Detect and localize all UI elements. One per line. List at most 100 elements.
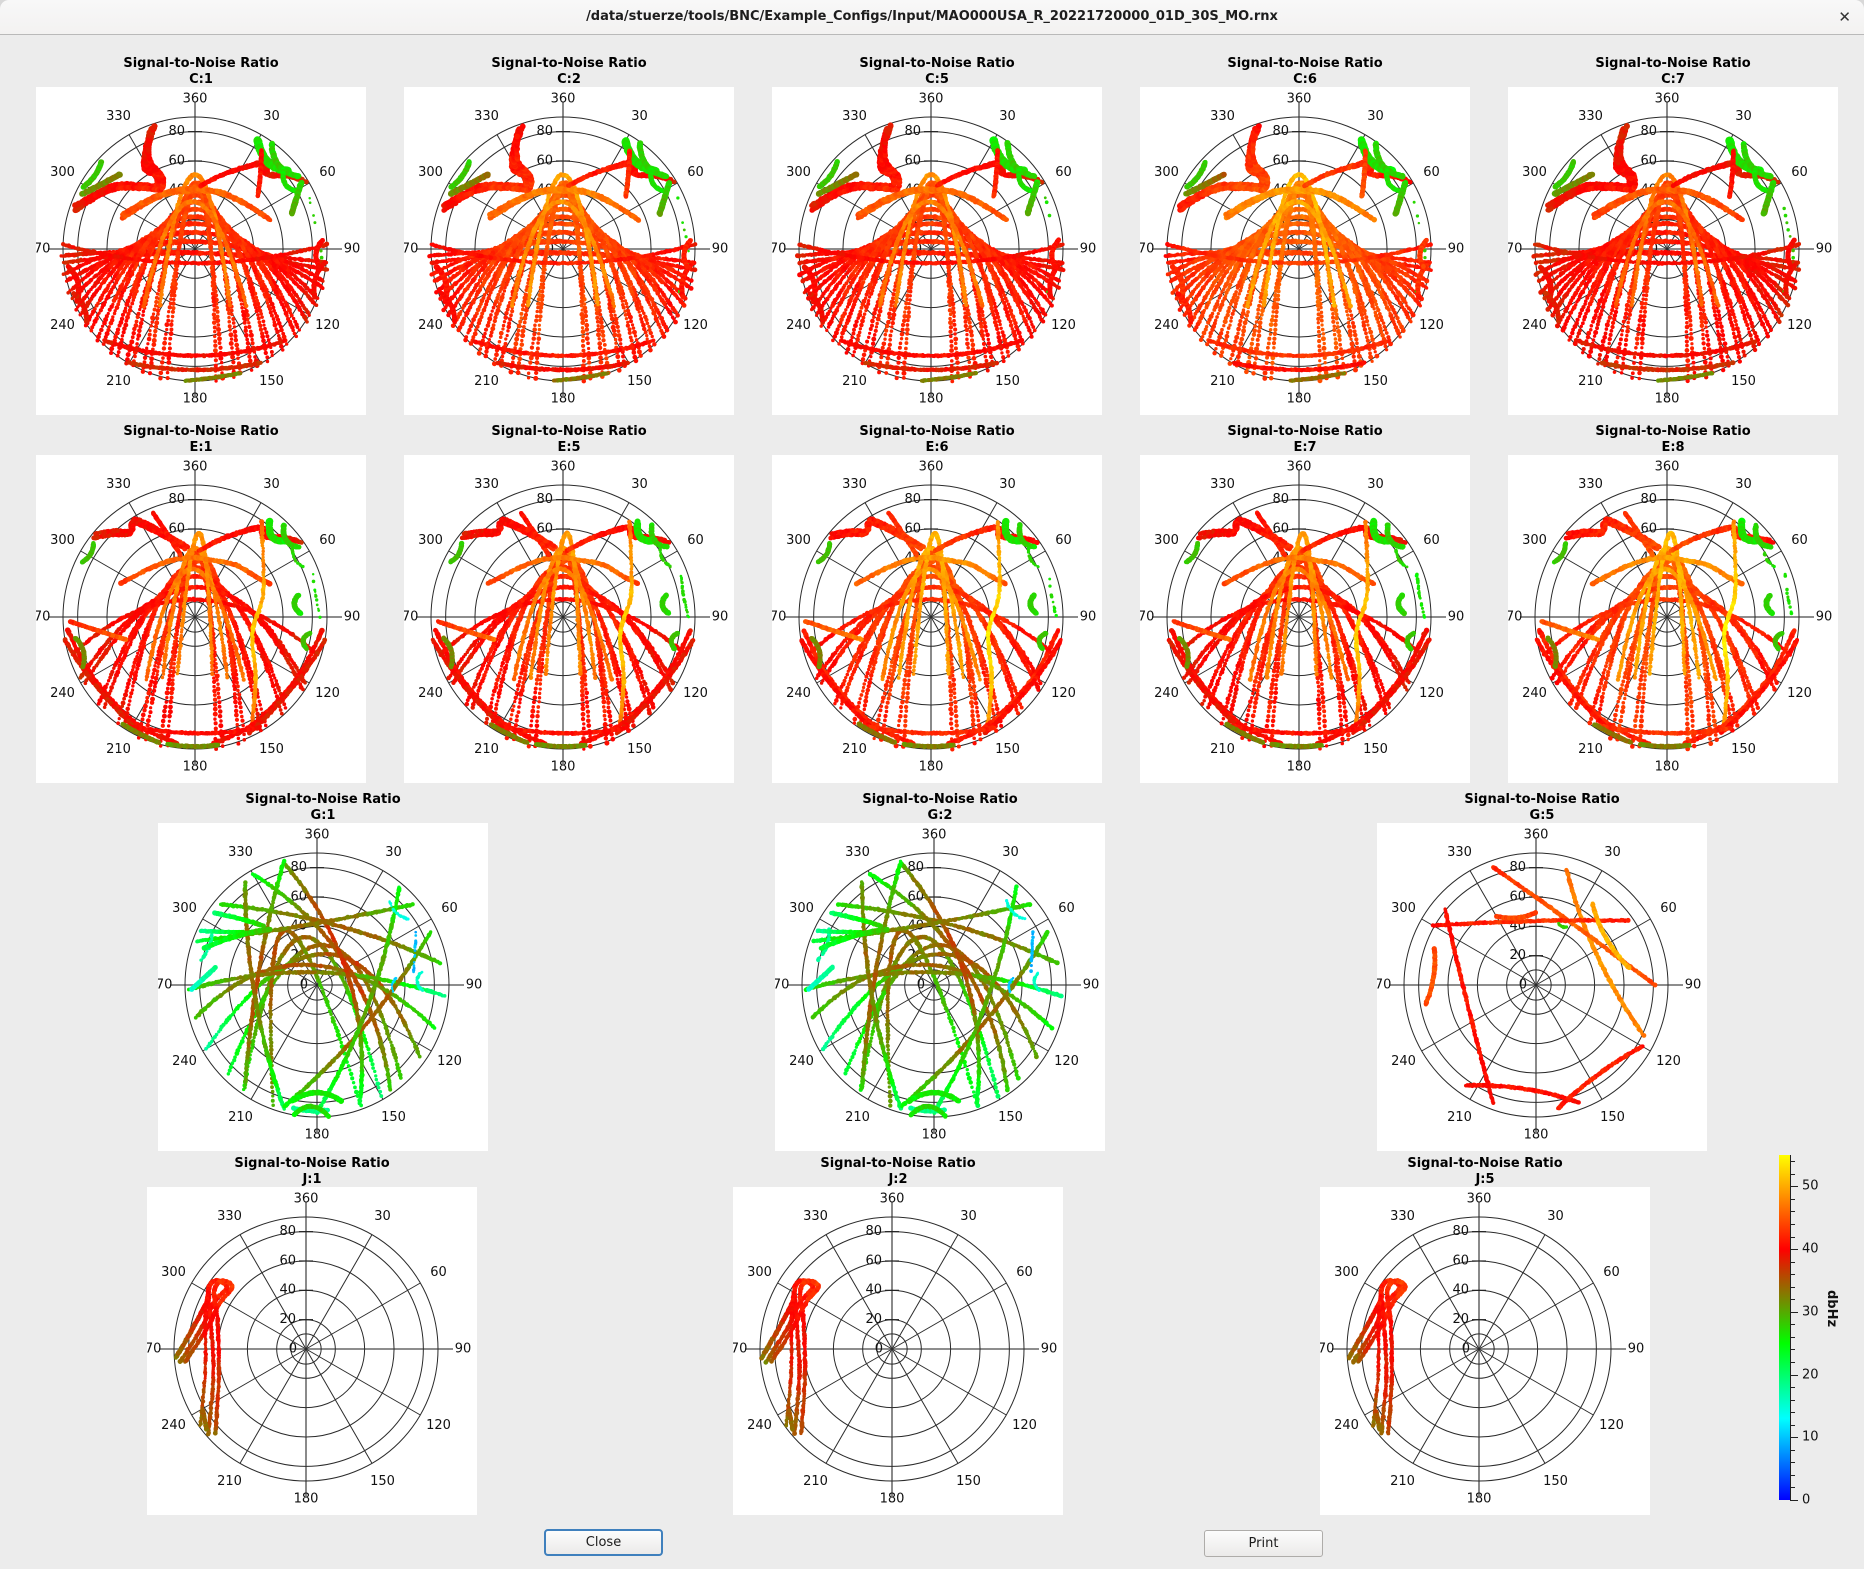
colorbar-tick-54 [1790,1161,1795,1163]
skyplot-title-G:2: Signal-to-Noise Ratio G:2 [775,792,1105,824]
colorbar-tick-32 [1790,1299,1795,1301]
skyplot-canvas-J:1 [147,1187,477,1515]
colorbar-tick-36 [1790,1274,1795,1276]
skyplot-title-C:1: Signal-to-Noise Ratio C:1 [36,56,366,88]
skyplot-title-line2: C:1 [189,72,213,87]
skyplot-canvas-J:2 [733,1187,1063,1515]
colorbar-tick-0 [1790,1500,1798,1501]
colorbar-tick-52 [1790,1173,1795,1175]
skyplot-G:1 [158,823,488,1151]
skyplot-title-line1: Signal-to-Noise Ratio [491,424,647,439]
skyplot-title-line1: Signal-to-Noise Ratio [820,1156,976,1171]
skyplot-title-J:5: Signal-to-Noise Ratio J:5 [1320,1156,1650,1188]
colorbar-tick-26 [1790,1336,1795,1338]
skyplot-title-line1: Signal-to-Noise Ratio [123,56,279,71]
skyplot-E:1 [36,455,366,783]
skyplot-E:6 [772,455,1102,783]
skyplot-title-C:2: Signal-to-Noise Ratio C:2 [404,56,734,88]
colorbar-tick-10 [1790,1437,1798,1439]
skyplot-title-line2: E:8 [1661,440,1685,455]
skyplot-G:2 [775,823,1105,1151]
colorbar-tick-38 [1790,1261,1795,1263]
skyplot-title-line1: Signal-to-Noise Ratio [1227,56,1383,71]
skyplot-C:1 [36,87,366,415]
colorbar-axis [1790,1155,1791,1500]
skyplot-title-E:8: Signal-to-Noise Ratio E:8 [1508,424,1838,456]
skyplot-canvas-C:5 [772,87,1102,415]
skyplot-canvas-E:8 [1508,455,1838,783]
colorbar-tick-20 [1790,1374,1798,1376]
skyplot-title-line1: Signal-to-Noise Ratio [1595,424,1751,439]
colorbar-gradient [1779,1155,1790,1500]
skyplot-title-line2: C:2 [557,72,581,87]
skyplot-canvas-E:6 [772,455,1102,783]
colorbar-tick-42 [1790,1236,1795,1238]
skyplot-C:5 [772,87,1102,415]
colorbar-tick-24 [1790,1349,1795,1351]
colorbar-tick-6 [1790,1462,1795,1464]
skyplot-title-line1: Signal-to-Noise Ratio [123,424,279,439]
skyplot-title-J:1: Signal-to-Noise Ratio J:1 [147,1156,477,1188]
skyplot-title-line2: C:7 [1661,72,1685,87]
colorbar-tick-4 [1790,1474,1795,1476]
colorbar-tick-48 [1790,1198,1795,1200]
window-titlebar: /data/stuerze/tools/BNC/Example_Configs/… [0,0,1864,35]
colorbar-tick-22 [1790,1362,1795,1363]
skyplot-canvas-E:7 [1140,455,1470,783]
colorbar-tick-30 [1790,1311,1798,1313]
skyplot-canvas-C:1 [36,87,366,415]
skyplot-canvas-G:1 [158,823,488,1151]
skyplot-canvas-G:2 [775,823,1105,1151]
skyplot-title-G:5: Signal-to-Noise Ratio G:5 [1377,792,1707,824]
close-button[interactable]: Close [544,1529,663,1556]
window-close-icon[interactable]: ✕ [1838,8,1851,26]
skyplot-title-line2: E:5 [557,440,581,455]
colorbar-label-40: 40 [1802,1241,1819,1257]
colorbar-tick-44 [1790,1224,1795,1225]
skyplot-canvas-E:1 [36,455,366,783]
colorbar-label-10: 10 [1802,1429,1819,1445]
skyplot-title-C:7: Signal-to-Noise Ratio C:7 [1508,56,1838,88]
skyplot-title-line1: Signal-to-Noise Ratio [862,792,1018,807]
skyplot-title-line2: E:1 [189,440,213,455]
skyplot-title-line1: Signal-to-Noise Ratio [1595,56,1751,71]
skyplot-title-line1: Signal-to-Noise Ratio [245,792,401,807]
skyplot-title-E:1: Signal-to-Noise Ratio E:1 [36,424,366,456]
colorbar-label-30: 30 [1802,1304,1819,1320]
colorbar-label-0: 0 [1802,1492,1811,1508]
skyplot-title-E:7: Signal-to-Noise Ratio E:7 [1140,424,1470,456]
colorbar-tick-28 [1790,1324,1795,1326]
skyplot-canvas-J:5 [1320,1187,1650,1515]
colorbar-unit-label: dbHz [1824,1290,1839,1328]
colorbar-label-20: 20 [1802,1367,1819,1383]
skyplot-C:6 [1140,87,1470,415]
colorbar-tick-40 [1790,1249,1798,1251]
colorbar-tick-16 [1790,1399,1795,1401]
skyplot-title-line1: Signal-to-Noise Ratio [1227,424,1383,439]
print-button[interactable]: Print [1204,1530,1323,1557]
colorbar-tick-14 [1790,1412,1795,1414]
skyplot-title-line1: Signal-to-Noise Ratio [1464,792,1620,807]
skyplot-J:1 [147,1187,477,1515]
skyplot-title-line2: C:5 [925,72,949,87]
skyplot-title-line2: C:6 [1293,72,1317,87]
skyplot-title-E:6: Signal-to-Noise Ratio E:6 [772,424,1102,456]
colorbar-label-50: 50 [1802,1178,1819,1194]
skyplot-title-line2: E:6 [925,440,949,455]
skyplot-title-line2: G:1 [310,808,336,823]
skyplot-title-line1: Signal-to-Noise Ratio [859,56,1015,71]
skyplot-G:5 [1377,823,1707,1151]
skyplot-title-line2: J:1 [302,1172,322,1187]
skyplot-canvas-C:6 [1140,87,1470,415]
skyplot-title-line1: Signal-to-Noise Ratio [491,56,647,71]
skyplot-C:7 [1508,87,1838,415]
skyplot-canvas-C:7 [1508,87,1838,415]
skyplot-C:2 [404,87,734,415]
skyplot-J:5 [1320,1187,1650,1515]
skyplot-title-C:5: Signal-to-Noise Ratio C:5 [772,56,1102,88]
window-title: /data/stuerze/tools/BNC/Example_Configs/… [586,9,1278,24]
colorbar-tick-8 [1790,1449,1795,1451]
colorbar-tick-50 [1790,1186,1798,1188]
skyplot-canvas-G:5 [1377,823,1707,1151]
